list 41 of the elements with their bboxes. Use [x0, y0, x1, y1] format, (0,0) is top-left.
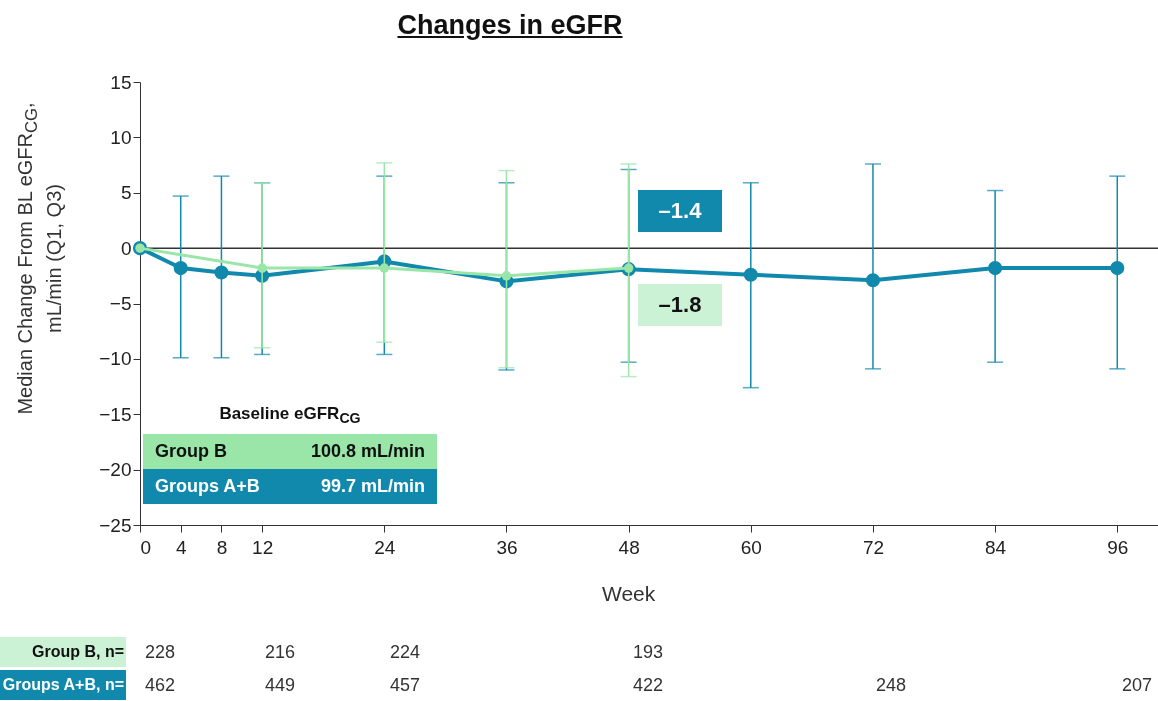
annotation: 100.8 mL/min — [310, 441, 425, 463]
y-tick-label: 5 — [120, 182, 132, 204]
x-tick-label: 60 — [740, 536, 762, 558]
x-tick-label: 4 — [175, 536, 187, 558]
y-tick-label: −5 — [109, 293, 132, 314]
text: 422 — [633, 675, 664, 696]
text: 462 — [145, 675, 176, 696]
text: 216 — [265, 642, 296, 663]
text: 449 — [265, 675, 296, 696]
text: 228 — [145, 642, 176, 663]
x-tick-label: 84 — [985, 536, 1007, 558]
text: 248 — [876, 675, 907, 696]
annotation: 99.7 mL/min — [320, 476, 425, 498]
y-tick-label: −25 — [99, 514, 132, 536]
x-tick-label: 24 — [374, 536, 396, 558]
text: Groups A+B — [155, 476, 260, 497]
x-tick-label: 96 — [1107, 536, 1129, 558]
y-tick-label: 10 — [110, 126, 132, 148]
text: 207 — [1122, 675, 1153, 696]
annotation: Baseline eGFR$_{CG}$ — [218, 404, 362, 427]
x-tick-label: 48 — [618, 536, 640, 558]
y-tick-label: −10 — [99, 348, 132, 370]
text: 457 — [390, 675, 421, 696]
x-tick-label: 0 — [140, 536, 152, 558]
x-tick-label: 72 — [862, 536, 885, 558]
text: Group B — [155, 441, 227, 462]
annotation: –1.4 — [638, 190, 722, 232]
x-tick-label: 36 — [496, 536, 518, 558]
text: 193 — [633, 642, 664, 663]
annotation: –1.8 — [638, 284, 722, 326]
y-tick-label: 15 — [110, 71, 132, 93]
x-tick-label: 12 — [252, 536, 274, 558]
y-tick-label: −15 — [99, 403, 132, 425]
chart-title: Changes in eGFR — [396, 10, 624, 41]
text: 224 — [390, 642, 421, 663]
text: Group B, n= — [0, 637, 126, 667]
y-tick-label: 0 — [120, 237, 132, 259]
x-tick-label: 8 — [216, 536, 228, 558]
text: Groups A+B, n= — [0, 670, 126, 700]
y-tick-label: −20 — [99, 459, 132, 481]
x-axis-title: Week — [600, 582, 657, 606]
